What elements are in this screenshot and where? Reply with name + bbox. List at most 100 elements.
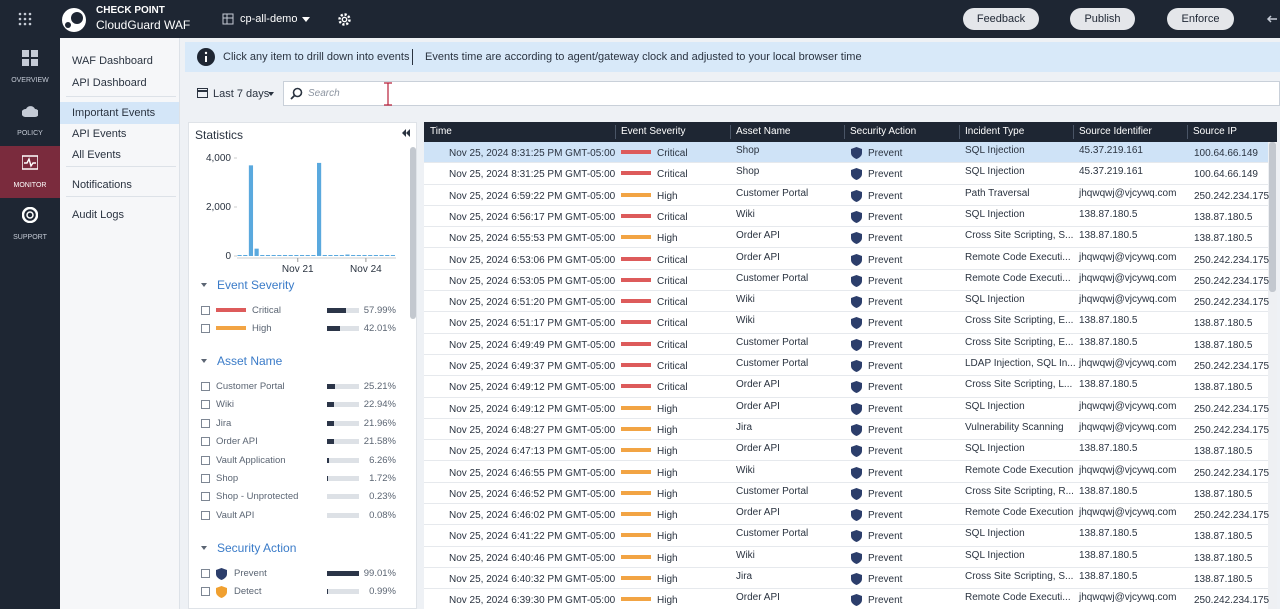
table-row[interactable]: Nov 25, 2024 6:49:37 PM GMT-05:00 Critica…: [424, 355, 1269, 377]
column-header[interactable]: Time: [430, 126, 452, 137]
facet-item-name[interactable]: Shop - Unprotected: [216, 491, 299, 503]
sub-menu: [60, 38, 180, 609]
facet-item-name[interactable]: High: [252, 323, 272, 334]
table-row[interactable]: Nov 25, 2024 6:59:22 PM GMT-05:00 High Cus…: [424, 185, 1269, 206]
menu-item[interactable]: Important Events: [60, 102, 179, 124]
menu-divider: [66, 166, 176, 167]
table-row[interactable]: Nov 25, 2024 6:53:06 PM GMT-05:00 Critica…: [424, 249, 1270, 270]
histogram-bar: [282, 255, 288, 256]
panel-title: Statistics: [195, 128, 244, 142]
table-row[interactable]: Nov 25, 2024 6:53:05 PM GMT-05:00 Critica…: [424, 270, 1270, 292]
table-cell: 138.87.180.5: [1194, 531, 1253, 543]
back-arrow[interactable]: [1266, 13, 1278, 25]
table-cell: Customer Portal: [736, 336, 809, 348]
table-cell: 250.242.234.175: [1194, 403, 1270, 415]
checkbox[interactable]: [201, 437, 210, 447]
action-icon: [216, 568, 227, 580]
enforce-button[interactable]: Enforce: [1167, 8, 1234, 30]
table-cell: 250.242.234.175: [1194, 275, 1270, 287]
table-row[interactable]: Nov 25, 2024 6:39:30 PM GMT-05:00 High Ord…: [424, 589, 1269, 609]
facet-item-name[interactable]: Order API: [216, 436, 258, 448]
action-icon: [851, 168, 862, 181]
feedback-button[interactable]: Feedback: [963, 8, 1039, 30]
nav-item[interactable]: OVERVIEW: [0, 41, 60, 93]
checkbox[interactable]: [201, 510, 210, 520]
facet-item-name[interactable]: Vault Application: [216, 454, 286, 466]
checkbox[interactable]: [201, 306, 210, 315]
collapse-caret[interactable]: [201, 283, 207, 287]
collapse-icon[interactable]: [402, 129, 410, 137]
menu-item[interactable]: All Events: [72, 149, 121, 161]
table-cell: Nov 25, 2024 6:39:30 PM GMT-05:00: [449, 595, 616, 607]
column-header[interactable]: Incident Type: [965, 126, 1025, 137]
menu-item[interactable]: API Dashboard: [72, 77, 147, 89]
table-row[interactable]: Nov 25, 2024 6:48:27 PM GMT-05:00 High Jir…: [424, 419, 1269, 441]
facet-item-name[interactable]: Detect: [234, 586, 262, 597]
collapse-caret[interactable]: [201, 359, 207, 363]
workspace-selector[interactable]: cp-all-demo: [240, 13, 298, 25]
table-row[interactable]: Nov 25, 2024 6:46:02 PM GMT-05:00 High Ord…: [424, 504, 1269, 526]
facet-title[interactable]: Event Severity: [217, 278, 295, 292]
facet-item-name[interactable]: Wiki: [216, 399, 234, 411]
settings-icon[interactable]: [337, 12, 352, 27]
percent-track: [327, 439, 359, 445]
table-cell: Nov 25, 2024 6:53:06 PM GMT-05:00: [449, 254, 616, 266]
column-header[interactable]: Security Action: [850, 126, 917, 137]
table-row[interactable]: Nov 25, 2024 6:40:46 PM GMT-05:00 High Wik…: [424, 547, 1268, 568]
table-cell: Wiki: [736, 208, 755, 220]
menu-item[interactable]: WAF Dashboard: [72, 55, 153, 67]
table-row[interactable]: Nov 25, 2024 6:49:49 PM GMT-05:00 Critica…: [424, 334, 1268, 355]
checkbox[interactable]: [201, 400, 210, 410]
checkbox[interactable]: [201, 382, 210, 391]
table-cell: Cross Site Scripting, E...: [965, 336, 1074, 348]
table-row[interactable]: Nov 25, 2024 6:51:17 PM GMT-05:00 Critica…: [424, 312, 1268, 334]
checkbox[interactable]: [201, 418, 210, 428]
table-row[interactable]: Nov 25, 2024 6:49:12 PM GMT-05:00 Critica…: [424, 376, 1268, 398]
table-cell: jhqwqwj@vjcywq.com: [1079, 272, 1177, 284]
menu-item[interactable]: Notifications: [72, 179, 132, 191]
table-row[interactable]: Nov 25, 2024 6:46:52 PM GMT-05:00 High Cus…: [424, 483, 1268, 505]
table-row[interactable]: Nov 25, 2024 6:40:32 PM GMT-05:00 High Jir…: [424, 568, 1268, 590]
facet-item-name[interactable]: Prevent: [234, 568, 267, 579]
facet-item-name[interactable]: Vault API: [216, 509, 255, 521]
x-tick-label: Nov 24: [350, 264, 382, 275]
checkbox[interactable]: [201, 587, 210, 596]
date-range[interactable]: Last 7 days: [213, 88, 270, 100]
checkbox[interactable]: [201, 474, 210, 483]
column-header[interactable]: Source IP: [1193, 126, 1237, 137]
table-row[interactable]: Nov 25, 2024 6:55:53 PM GMT-05:00 High Ord…: [424, 227, 1268, 249]
nav-item[interactable]: MONITOR: [0, 146, 60, 198]
table-row[interactable]: Nov 25, 2024 8:31:25 PM GMT-05:00 Critica…: [424, 163, 1268, 185]
checkbox[interactable]: [201, 492, 210, 502]
table-row[interactable]: Nov 25, 2024 6:41:22 PM GMT-05:00 High Cus…: [424, 525, 1268, 547]
apps-icon[interactable]: [18, 12, 32, 26]
facet-item-name[interactable]: Shop: [216, 473, 239, 484]
nav-item[interactable]: SUPPORT: [0, 198, 60, 250]
menu-item[interactable]: Audit Logs: [72, 209, 124, 221]
column-header[interactable]: Source Identifier: [1079, 126, 1152, 137]
table-cell: 250.242.234.175: [1194, 254, 1270, 266]
checkbox[interactable]: [201, 324, 210, 333]
facet-item-name[interactable]: Customer Portal: [216, 381, 285, 392]
table-row[interactable]: Nov 25, 2024 8:31:25 PM GMT-05:00 Critica…: [424, 142, 1268, 164]
nav-item[interactable]: POLICY: [0, 94, 60, 146]
collapse-caret[interactable]: [201, 546, 207, 550]
checkbox[interactable]: [201, 455, 210, 465]
table-row[interactable]: Nov 25, 2024 6:51:20 PM GMT-05:00 Critica…: [424, 291, 1269, 313]
facet-item-name[interactable]: Jira: [216, 417, 232, 429]
column-header[interactable]: Event Severity: [621, 126, 686, 137]
percent-bar: [327, 439, 334, 445]
facet-item-name[interactable]: Critical: [252, 305, 282, 316]
table-row[interactable]: Nov 25, 2024 6:49:12 PM GMT-05:00 High Ord…: [424, 398, 1270, 419]
facet-title[interactable]: Security Action: [217, 541, 297, 555]
checkbox[interactable]: [201, 569, 210, 578]
search-box[interactable]: Search: [283, 81, 1280, 106]
facet-title[interactable]: Asset Name: [217, 354, 283, 368]
action-icon: [851, 210, 862, 223]
menu-item[interactable]: API Events: [72, 128, 127, 140]
table-row[interactable]: Nov 25, 2024 6:56:17 PM GMT-05:00 Critica…: [424, 206, 1268, 228]
column-header[interactable]: Asset Name: [736, 126, 791, 137]
table-row[interactable]: Nov 25, 2024 6:46:55 PM GMT-05:00 High Wik…: [424, 462, 1269, 483]
table-row[interactable]: Nov 25, 2024 6:47:13 PM GMT-05:00 High Ord…: [424, 440, 1268, 462]
publish-button[interactable]: Publish: [1070, 8, 1135, 30]
